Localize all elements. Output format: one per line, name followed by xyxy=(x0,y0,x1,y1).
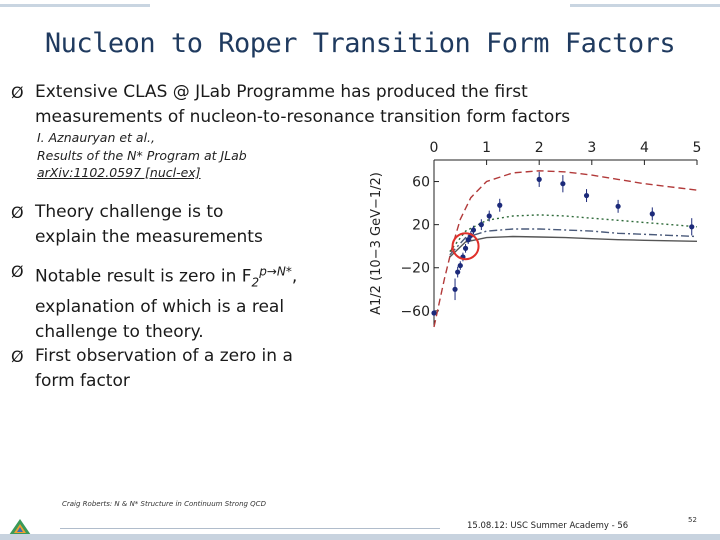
data-point xyxy=(452,286,458,292)
model-curve-solid xyxy=(449,235,698,258)
bullet-text-post: , explanation of which is a real challen… xyxy=(35,266,298,343)
y-tick-label: 20 xyxy=(412,218,430,234)
y-tick-label: −20 xyxy=(400,261,430,277)
ref-title: Results of the N* Program at JLab xyxy=(37,147,247,163)
y-tick-label: 60 xyxy=(412,175,430,191)
zero-circle-marker xyxy=(451,232,480,261)
data-point xyxy=(583,192,590,199)
bullet-arrow-icon: Ø xyxy=(11,83,24,102)
header-strip-left xyxy=(0,4,150,7)
form-factor-plot: 0 1 2 3 4 5 60 20 −20 −60 A1/2 (10−3 GeV−1/2) xyxy=(369,140,701,328)
bullet-text: Theory challenge is to explain the measu… xyxy=(35,202,263,247)
x-tick-label: 4 xyxy=(640,140,649,156)
bullet-arrow-icon: Ø xyxy=(11,262,24,281)
data-point xyxy=(649,211,655,217)
data-point xyxy=(470,227,477,233)
bullet-clas-programme: Ø Extensive CLAS @ JLab Programme has pr… xyxy=(11,80,635,130)
ref-authors: I. Aznauryan et al., xyxy=(37,130,155,145)
slide-title: Nucleon to Roper Transition Form Factors xyxy=(44,28,676,59)
data-point xyxy=(457,262,463,269)
f2-subscript: 2 xyxy=(251,275,260,290)
data-point xyxy=(497,202,503,208)
plot-curves xyxy=(433,170,698,328)
f2-superscript: p→N* xyxy=(259,264,292,278)
data-point xyxy=(615,203,621,209)
footer-bar xyxy=(0,534,720,540)
x-tick-label: 3 xyxy=(587,140,596,156)
footer-divider xyxy=(60,528,440,529)
data-point xyxy=(465,237,471,243)
y-tick-label: −60 xyxy=(400,304,430,320)
data-point xyxy=(455,269,461,275)
ref-arxiv-link[interactable]: arXiv:1102.0597 [nucl-ex] xyxy=(37,165,201,180)
x-tick-label: 5 xyxy=(693,140,702,156)
bullet-arrow-icon: Ø xyxy=(11,203,24,222)
model-curve-dashdot xyxy=(449,228,698,256)
header-strip-right xyxy=(570,4,720,7)
y-axis-label: A1/2 (10−3 GeV−1/2) xyxy=(369,172,384,315)
x-tick-label: 1 xyxy=(482,140,491,156)
data-point xyxy=(478,222,484,228)
zero-crossing-highlight xyxy=(451,232,480,261)
reference-citation: I. Aznauryan et al., Results of the N* P… xyxy=(37,129,247,182)
bullet-text-pre: Notable result is zero in F xyxy=(35,266,252,287)
data-point xyxy=(689,224,695,230)
plot-points xyxy=(431,171,695,317)
bullet-first-observation: Ø First observation of a zero in a form … xyxy=(11,344,305,394)
institution-logo-icon xyxy=(9,519,31,535)
data-point xyxy=(560,181,566,187)
footer-author: Craig Roberts: N & N* Structure in Conti… xyxy=(62,500,266,508)
x-tick-label: 2 xyxy=(535,140,544,156)
data-point xyxy=(486,213,492,219)
data-point xyxy=(431,310,437,316)
model-curve-dotted xyxy=(449,214,698,253)
x-tick-label: 0 xyxy=(430,140,439,156)
plot-axes: 0 1 2 3 4 5 60 20 −20 −60 A1/2 (10−3 GeV−1/2) xyxy=(369,140,701,327)
bullet-text: First observation of a zero in a form fa… xyxy=(35,346,293,391)
bullet-theory-challenge: Ø Theory challenge is to explain the mea… xyxy=(11,200,290,250)
footer-date: 15.08.12: USC Summer Academy - 56 xyxy=(467,521,629,531)
model-curve-dashed xyxy=(433,170,698,328)
bullet-arrow-icon: Ø xyxy=(11,347,24,366)
data-point xyxy=(536,176,542,182)
bullet-notable-zero: Ø Notable result is zero in F2p→N*, expl… xyxy=(11,259,335,345)
bullet-text: Extensive CLAS @ JLab Programme has prod… xyxy=(35,82,571,127)
data-point xyxy=(462,245,469,251)
page-number: 52 xyxy=(688,516,697,524)
